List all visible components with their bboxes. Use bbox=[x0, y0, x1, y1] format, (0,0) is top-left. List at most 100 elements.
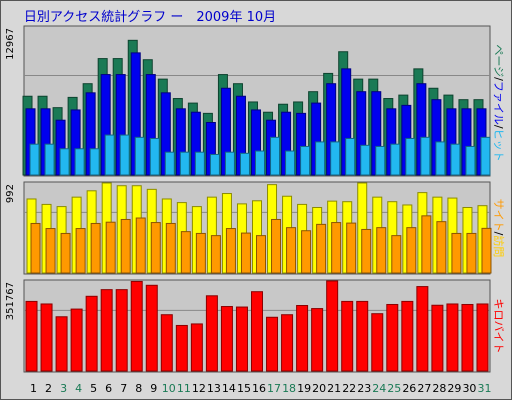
bar-top-3-18 bbox=[285, 150, 296, 176]
x-tick-label: 17 bbox=[267, 382, 281, 395]
bar-top-3-31 bbox=[480, 136, 491, 176]
bar-middle-2-17 bbox=[271, 218, 282, 274]
y-tick-label-middle: 992 bbox=[5, 184, 16, 203]
bar-middle-2-26 bbox=[406, 227, 417, 274]
bar-bottom-1-14 bbox=[220, 306, 233, 372]
bar-top-3-20 bbox=[315, 141, 326, 176]
bar-top-3-11 bbox=[179, 151, 190, 176]
bar-bottom-1-23 bbox=[356, 300, 369, 372]
x-tick-label: 11 bbox=[177, 382, 191, 395]
bar-top-3-28 bbox=[435, 141, 446, 176]
bar-bottom-1-26 bbox=[401, 300, 414, 372]
bar-middle-2-11 bbox=[180, 231, 191, 274]
bar-top-3-8 bbox=[134, 136, 145, 176]
bar-top-3-30 bbox=[465, 145, 476, 176]
bar-middle-2-20 bbox=[316, 223, 327, 274]
bar-top-3-13 bbox=[209, 153, 220, 176]
bar-middle-2-31 bbox=[481, 227, 492, 274]
bar-bottom-1-11 bbox=[175, 324, 188, 372]
bar-bottom-1-12 bbox=[190, 323, 203, 372]
bar-bottom-1-1 bbox=[25, 300, 38, 372]
bar-top-3-23 bbox=[360, 144, 371, 176]
bar-top-3-27 bbox=[420, 136, 431, 176]
bar-middle-2-16 bbox=[256, 235, 266, 274]
bar-top-3-6 bbox=[104, 134, 115, 176]
legend-item: / bbox=[492, 125, 505, 129]
bar-middle-2-19 bbox=[301, 230, 312, 274]
bar-middle-2-27 bbox=[421, 215, 432, 274]
y-tick-label-top: 12967 bbox=[5, 28, 16, 60]
bar-bottom-1-19 bbox=[296, 305, 309, 372]
bar-bottom-1-5 bbox=[85, 295, 98, 372]
bar-top-3-5 bbox=[89, 148, 100, 176]
bar-bottom-1-8 bbox=[130, 280, 143, 372]
bar-bottom-1-29 bbox=[446, 303, 459, 372]
bar-bottom-1-13 bbox=[205, 295, 218, 372]
bar-middle-2-1 bbox=[30, 222, 41, 274]
bar-top-3-12 bbox=[194, 151, 205, 176]
x-tick-label: 24 bbox=[372, 382, 386, 395]
bar-bottom-1-27 bbox=[416, 286, 429, 372]
legend-item: ファイル bbox=[492, 81, 505, 125]
bar-middle-2-8 bbox=[135, 217, 146, 274]
x-tick-label: 22 bbox=[342, 382, 356, 395]
bar-middle-2-13 bbox=[210, 235, 221, 274]
bar-middle-2-24 bbox=[376, 227, 387, 274]
bar-middle-2-15 bbox=[240, 232, 251, 274]
bar-bottom-1-2 bbox=[40, 303, 53, 372]
x-tick-label: 19 bbox=[297, 382, 311, 395]
bar-middle-2-21 bbox=[331, 222, 342, 274]
bar-middle-2-23 bbox=[361, 228, 372, 274]
bar-top-3-1 bbox=[29, 143, 40, 176]
bar-top-3-2 bbox=[44, 143, 55, 176]
x-tick-label: 16 bbox=[252, 382, 266, 395]
bar-top-3-29 bbox=[450, 143, 461, 176]
chart-title: 日別アクセス統計グラフ ー 2009年 10月 bbox=[23, 10, 277, 25]
bar-bottom-1-31 bbox=[476, 303, 489, 372]
bar-top-3-26 bbox=[405, 137, 416, 176]
x-tick-label: 1 bbox=[30, 382, 37, 395]
bar-middle-2-5 bbox=[90, 222, 101, 274]
x-tick-label: 14 bbox=[222, 382, 236, 395]
bar-middle-2-10 bbox=[165, 222, 176, 274]
bar-bottom-1-28 bbox=[431, 304, 444, 372]
bar-top-3-24 bbox=[375, 145, 386, 176]
bar-middle-2-29 bbox=[451, 232, 462, 274]
bar-bottom-1-17 bbox=[266, 316, 279, 372]
bar-top-3-16 bbox=[255, 150, 265, 176]
legend-item: / bbox=[492, 232, 505, 236]
x-tick-label: 28 bbox=[432, 382, 446, 395]
bar-middle-2-14 bbox=[225, 228, 236, 274]
bar-bottom-1-21 bbox=[326, 280, 339, 372]
x-tick-label: 18 bbox=[282, 382, 296, 395]
bar-top-3-4 bbox=[74, 148, 85, 176]
bar-top-3-25 bbox=[390, 143, 401, 176]
bar-middle-2-25 bbox=[391, 235, 402, 274]
bar-middle-2-4 bbox=[75, 228, 86, 274]
legend-label: サイト/訪問 bbox=[492, 199, 506, 258]
x-tick-label: 5 bbox=[90, 382, 97, 395]
x-tick-label: 6 bbox=[105, 382, 112, 395]
bar-middle-2-6 bbox=[105, 221, 116, 274]
bar-bottom-1-7 bbox=[115, 289, 128, 372]
bar-top-3-3 bbox=[59, 148, 70, 176]
bar-middle-2-18 bbox=[286, 227, 297, 274]
bar-bottom-1-30 bbox=[461, 303, 474, 372]
bar-bottom-1-20 bbox=[311, 308, 324, 372]
legend-item: サイト bbox=[492, 199, 505, 232]
bar-middle-2-9 bbox=[150, 222, 161, 274]
x-tick-label: 8 bbox=[135, 382, 142, 395]
legend-item: / bbox=[492, 77, 505, 81]
legend-item: ヒット bbox=[492, 129, 505, 162]
bar-bottom-1-15 bbox=[235, 306, 248, 372]
x-tick-label: 23 bbox=[357, 382, 371, 395]
bar-bottom-1-18 bbox=[281, 314, 294, 372]
bar-middle-2-7 bbox=[120, 218, 131, 274]
bar-bottom-1-25 bbox=[386, 303, 399, 372]
bar-bottom-1-3 bbox=[55, 316, 68, 372]
x-tick-label: 29 bbox=[447, 382, 461, 395]
bar-middle-2-30 bbox=[466, 232, 477, 274]
bar-bottom-1-22 bbox=[341, 300, 354, 372]
bar-top-3-19 bbox=[300, 145, 311, 176]
